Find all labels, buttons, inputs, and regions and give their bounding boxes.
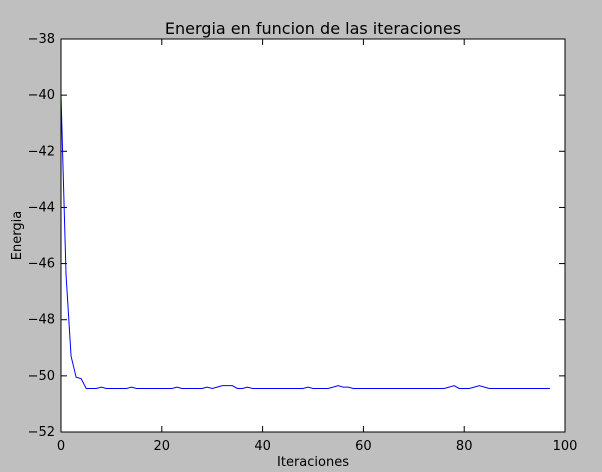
plot-area xyxy=(61,39,565,432)
x-tick-label: 100 xyxy=(553,439,578,454)
y-tick-label: −50 xyxy=(28,369,55,384)
x-tick-label: 0 xyxy=(57,439,65,454)
x-axis-label: Iteraciones xyxy=(277,455,349,470)
y-tick-label: −48 xyxy=(28,313,55,328)
plot-frame xyxy=(60,38,566,433)
x-tick-label: 40 xyxy=(254,439,271,454)
y-tick-label: −46 xyxy=(28,257,55,272)
y-tick-label: −44 xyxy=(28,200,55,215)
x-tick-label: 60 xyxy=(355,439,372,454)
x-axis-ticks: 0 20 40 60 80 100 xyxy=(57,39,578,454)
x-tick-label: 20 xyxy=(154,439,171,454)
y-tick-label: −38 xyxy=(28,32,55,47)
y-tick-label: −42 xyxy=(28,144,55,159)
series-line-energia xyxy=(60,95,550,390)
y-tick-label: −40 xyxy=(28,88,55,103)
chart-title: Energia en funcion de las iteraciones xyxy=(165,19,461,38)
x-tick-label: 80 xyxy=(456,439,473,454)
y-tick-label: −52 xyxy=(28,425,55,440)
series-layer xyxy=(60,95,550,390)
y-axis-ticks: −52 −50 −48 −46 −44 −42 −40 −38 xyxy=(28,32,565,440)
y-axis-label: Energia xyxy=(10,211,25,260)
